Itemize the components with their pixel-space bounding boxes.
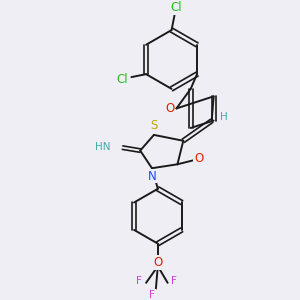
Text: HN: HN xyxy=(95,142,111,152)
Text: Cl: Cl xyxy=(171,1,182,14)
Text: F: F xyxy=(136,276,142,286)
Text: S: S xyxy=(150,118,158,132)
Text: N: N xyxy=(148,169,156,182)
Text: H: H xyxy=(220,112,227,122)
Text: F: F xyxy=(149,290,155,300)
Text: O: O xyxy=(194,152,204,165)
Text: F: F xyxy=(171,276,176,286)
Text: O: O xyxy=(165,102,174,115)
Text: Cl: Cl xyxy=(117,73,128,85)
Text: O: O xyxy=(153,256,163,269)
